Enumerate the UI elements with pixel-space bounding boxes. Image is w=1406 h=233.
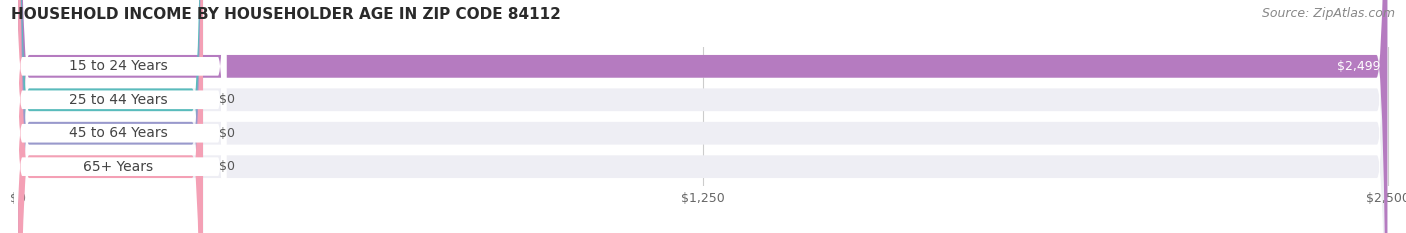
Text: HOUSEHOLD INCOME BY HOUSEHOLDER AGE IN ZIP CODE 84112: HOUSEHOLD INCOME BY HOUSEHOLDER AGE IN Z… bbox=[11, 7, 561, 22]
Text: 65+ Years: 65+ Years bbox=[83, 160, 153, 174]
FancyBboxPatch shape bbox=[18, 0, 202, 233]
FancyBboxPatch shape bbox=[18, 0, 1388, 233]
FancyBboxPatch shape bbox=[18, 0, 202, 233]
Text: 25 to 44 Years: 25 to 44 Years bbox=[69, 93, 167, 107]
FancyBboxPatch shape bbox=[14, 0, 226, 233]
FancyBboxPatch shape bbox=[14, 0, 226, 233]
Text: 15 to 24 Years: 15 to 24 Years bbox=[69, 59, 167, 73]
FancyBboxPatch shape bbox=[14, 0, 226, 233]
FancyBboxPatch shape bbox=[18, 0, 1388, 233]
Text: 45 to 64 Years: 45 to 64 Years bbox=[69, 126, 167, 140]
FancyBboxPatch shape bbox=[18, 0, 1388, 233]
Text: $0: $0 bbox=[219, 160, 235, 173]
Text: Source: ZipAtlas.com: Source: ZipAtlas.com bbox=[1261, 7, 1395, 20]
FancyBboxPatch shape bbox=[18, 0, 202, 233]
FancyBboxPatch shape bbox=[18, 0, 1388, 233]
FancyBboxPatch shape bbox=[18, 0, 1388, 233]
Text: $0: $0 bbox=[219, 93, 235, 106]
Text: $2,499: $2,499 bbox=[1337, 60, 1381, 73]
Text: $0: $0 bbox=[219, 127, 235, 140]
FancyBboxPatch shape bbox=[14, 0, 226, 233]
